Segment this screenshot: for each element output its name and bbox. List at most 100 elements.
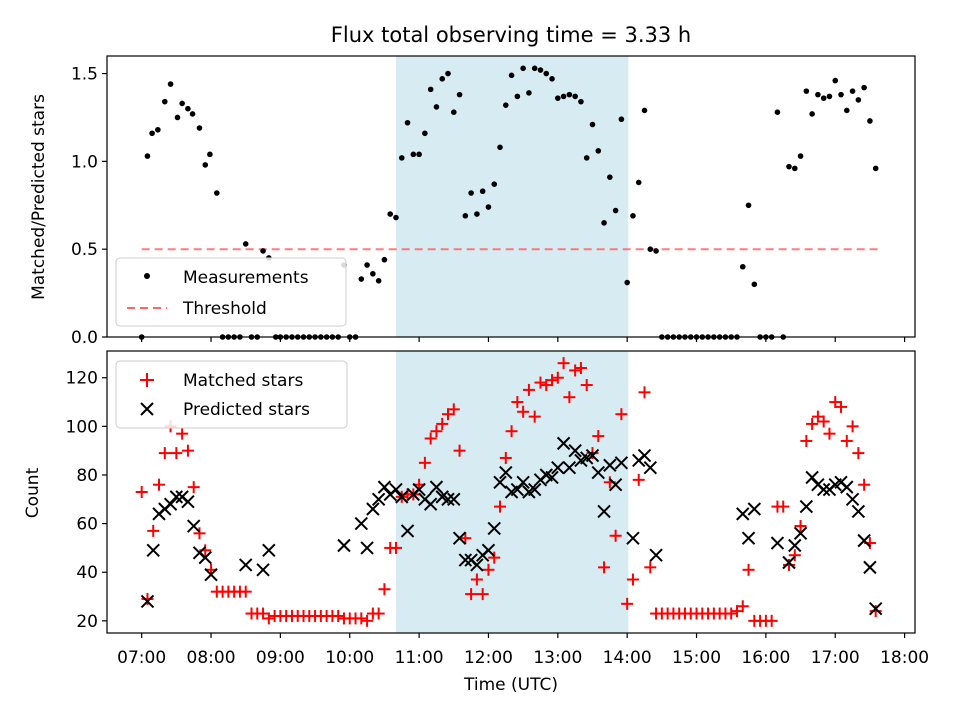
- measurement-point: [456, 91, 463, 98]
- matched-star-point: [869, 605, 882, 618]
- matched-star-point: [332, 609, 345, 622]
- predicted-star-point: [510, 482, 525, 497]
- top-shaded-interval: [395, 56, 629, 337]
- predicted-star-point: [805, 470, 819, 485]
- bottom-y-tick-label: 60: [76, 515, 98, 535]
- measurement-point: [393, 214, 399, 221]
- measurement-point: [445, 70, 451, 77]
- matched-star-point: [626, 573, 639, 586]
- measurement-point: [427, 86, 434, 93]
- matched-star-point: [563, 391, 576, 404]
- legend-label-measurements: Measurements: [183, 268, 309, 288]
- measurement-point: [149, 130, 155, 137]
- predicted-star-point: [868, 601, 883, 616]
- predicted-star-point: [198, 550, 212, 565]
- measurement-point: [630, 213, 636, 219]
- matched-star-point: [470, 573, 483, 586]
- x-tick-label: 16:00: [741, 648, 790, 668]
- measurement-point: [502, 102, 509, 108]
- bottom-legend-box: [115, 360, 348, 429]
- matched-star-point: [147, 524, 160, 537]
- measurement-point: [566, 91, 573, 98]
- matched-star-point: [574, 362, 587, 375]
- measurement-point: [144, 153, 151, 159]
- predicted-star-point: [395, 490, 409, 504]
- x-axis-label: Time (UTC): [463, 675, 558, 695]
- predicted-star-point: [354, 516, 369, 531]
- predicted-star-point: [562, 460, 577, 475]
- measurement-point: [214, 190, 220, 196]
- measurement-point: [589, 121, 596, 128]
- measurement-point: [612, 207, 619, 214]
- predicted-star-point: [597, 504, 611, 519]
- matched-star-point: [615, 408, 628, 421]
- matched-star-point: [580, 379, 593, 392]
- predicted-star-point: [585, 448, 600, 463]
- measurement-point: [653, 248, 659, 254]
- measurement-point: [491, 181, 498, 188]
- measurement-point: [826, 93, 833, 100]
- measurement-point: [167, 81, 174, 87]
- x-tick-label: 18:00: [880, 648, 929, 668]
- measurement-point: [872, 165, 879, 172]
- matched-star-point: [551, 371, 564, 384]
- predicted-star-point: [556, 436, 571, 451]
- matched-star-point: [840, 434, 853, 447]
- matched-star-point: [806, 417, 819, 430]
- matched-star-point: [644, 561, 657, 574]
- predicted-star-point: [499, 465, 513, 480]
- measurement-point: [479, 188, 486, 195]
- measurement-point: [867, 118, 873, 124]
- matched-star-point: [424, 432, 437, 445]
- bottom-y-tick-label: 20: [76, 612, 98, 632]
- bottom-y-axis-label: Count: [23, 467, 43, 518]
- matched-star-point: [476, 588, 489, 601]
- matched-star-point: [794, 520, 807, 533]
- predicted-star-point: [643, 460, 657, 475]
- measurement-point: [381, 256, 388, 263]
- matched-star-point: [459, 532, 472, 545]
- matched-star-point: [817, 415, 830, 428]
- predicted-star-point: [649, 548, 663, 562]
- matched-star-point: [153, 478, 166, 491]
- predicted-star-point: [481, 543, 496, 558]
- bottom-y-tick-label: 80: [76, 466, 98, 486]
- predicted-star-point: [799, 499, 814, 514]
- bottom-legend[interactable]: Matched stars Predicted stars: [115, 360, 348, 429]
- matched-star-point: [447, 403, 460, 416]
- predicted-star-point: [377, 480, 392, 494]
- predicted-star-point: [169, 490, 184, 504]
- measurement-point: [196, 125, 203, 131]
- predicted-star-point: [608, 477, 623, 492]
- measurement-point: [174, 114, 181, 121]
- top-legend[interactable]: Measurements Threshold: [115, 257, 347, 327]
- measurement-point: [520, 65, 526, 72]
- x-tick-label: 08:00: [187, 648, 236, 668]
- matched-star-point: [852, 447, 865, 460]
- predicted-star-point: [337, 538, 351, 553]
- matched-star-point: [389, 541, 402, 554]
- predicted-star-point: [545, 470, 559, 485]
- matched-star-point: [511, 396, 524, 409]
- matched-star-point: [372, 607, 385, 620]
- measurement-point: [370, 270, 376, 277]
- predicted-star-point: [516, 475, 530, 489]
- predicted-star-point: [458, 553, 473, 567]
- measurement-point: [242, 241, 249, 247]
- matched-star-point: [499, 451, 512, 464]
- predicted-star-point: [603, 458, 617, 472]
- measurement-point: [572, 93, 578, 100]
- top-y-ticks: 0.0 0.5 1.0 1.5: [71, 65, 107, 348]
- matched-star-point: [609, 529, 622, 542]
- x-tick-label: 11:00: [395, 648, 444, 668]
- matched-star-point: [141, 592, 154, 605]
- measurement-point: [832, 77, 839, 84]
- matched-star-point: [823, 427, 836, 440]
- predicted-star-point: [857, 533, 871, 548]
- measurement-point: [161, 98, 168, 105]
- x-tick-label: 12:00: [464, 648, 513, 668]
- measurement-point: [791, 165, 798, 172]
- bottom-y-tick-label: 100: [66, 417, 98, 437]
- predicted-star-point: [429, 480, 444, 494]
